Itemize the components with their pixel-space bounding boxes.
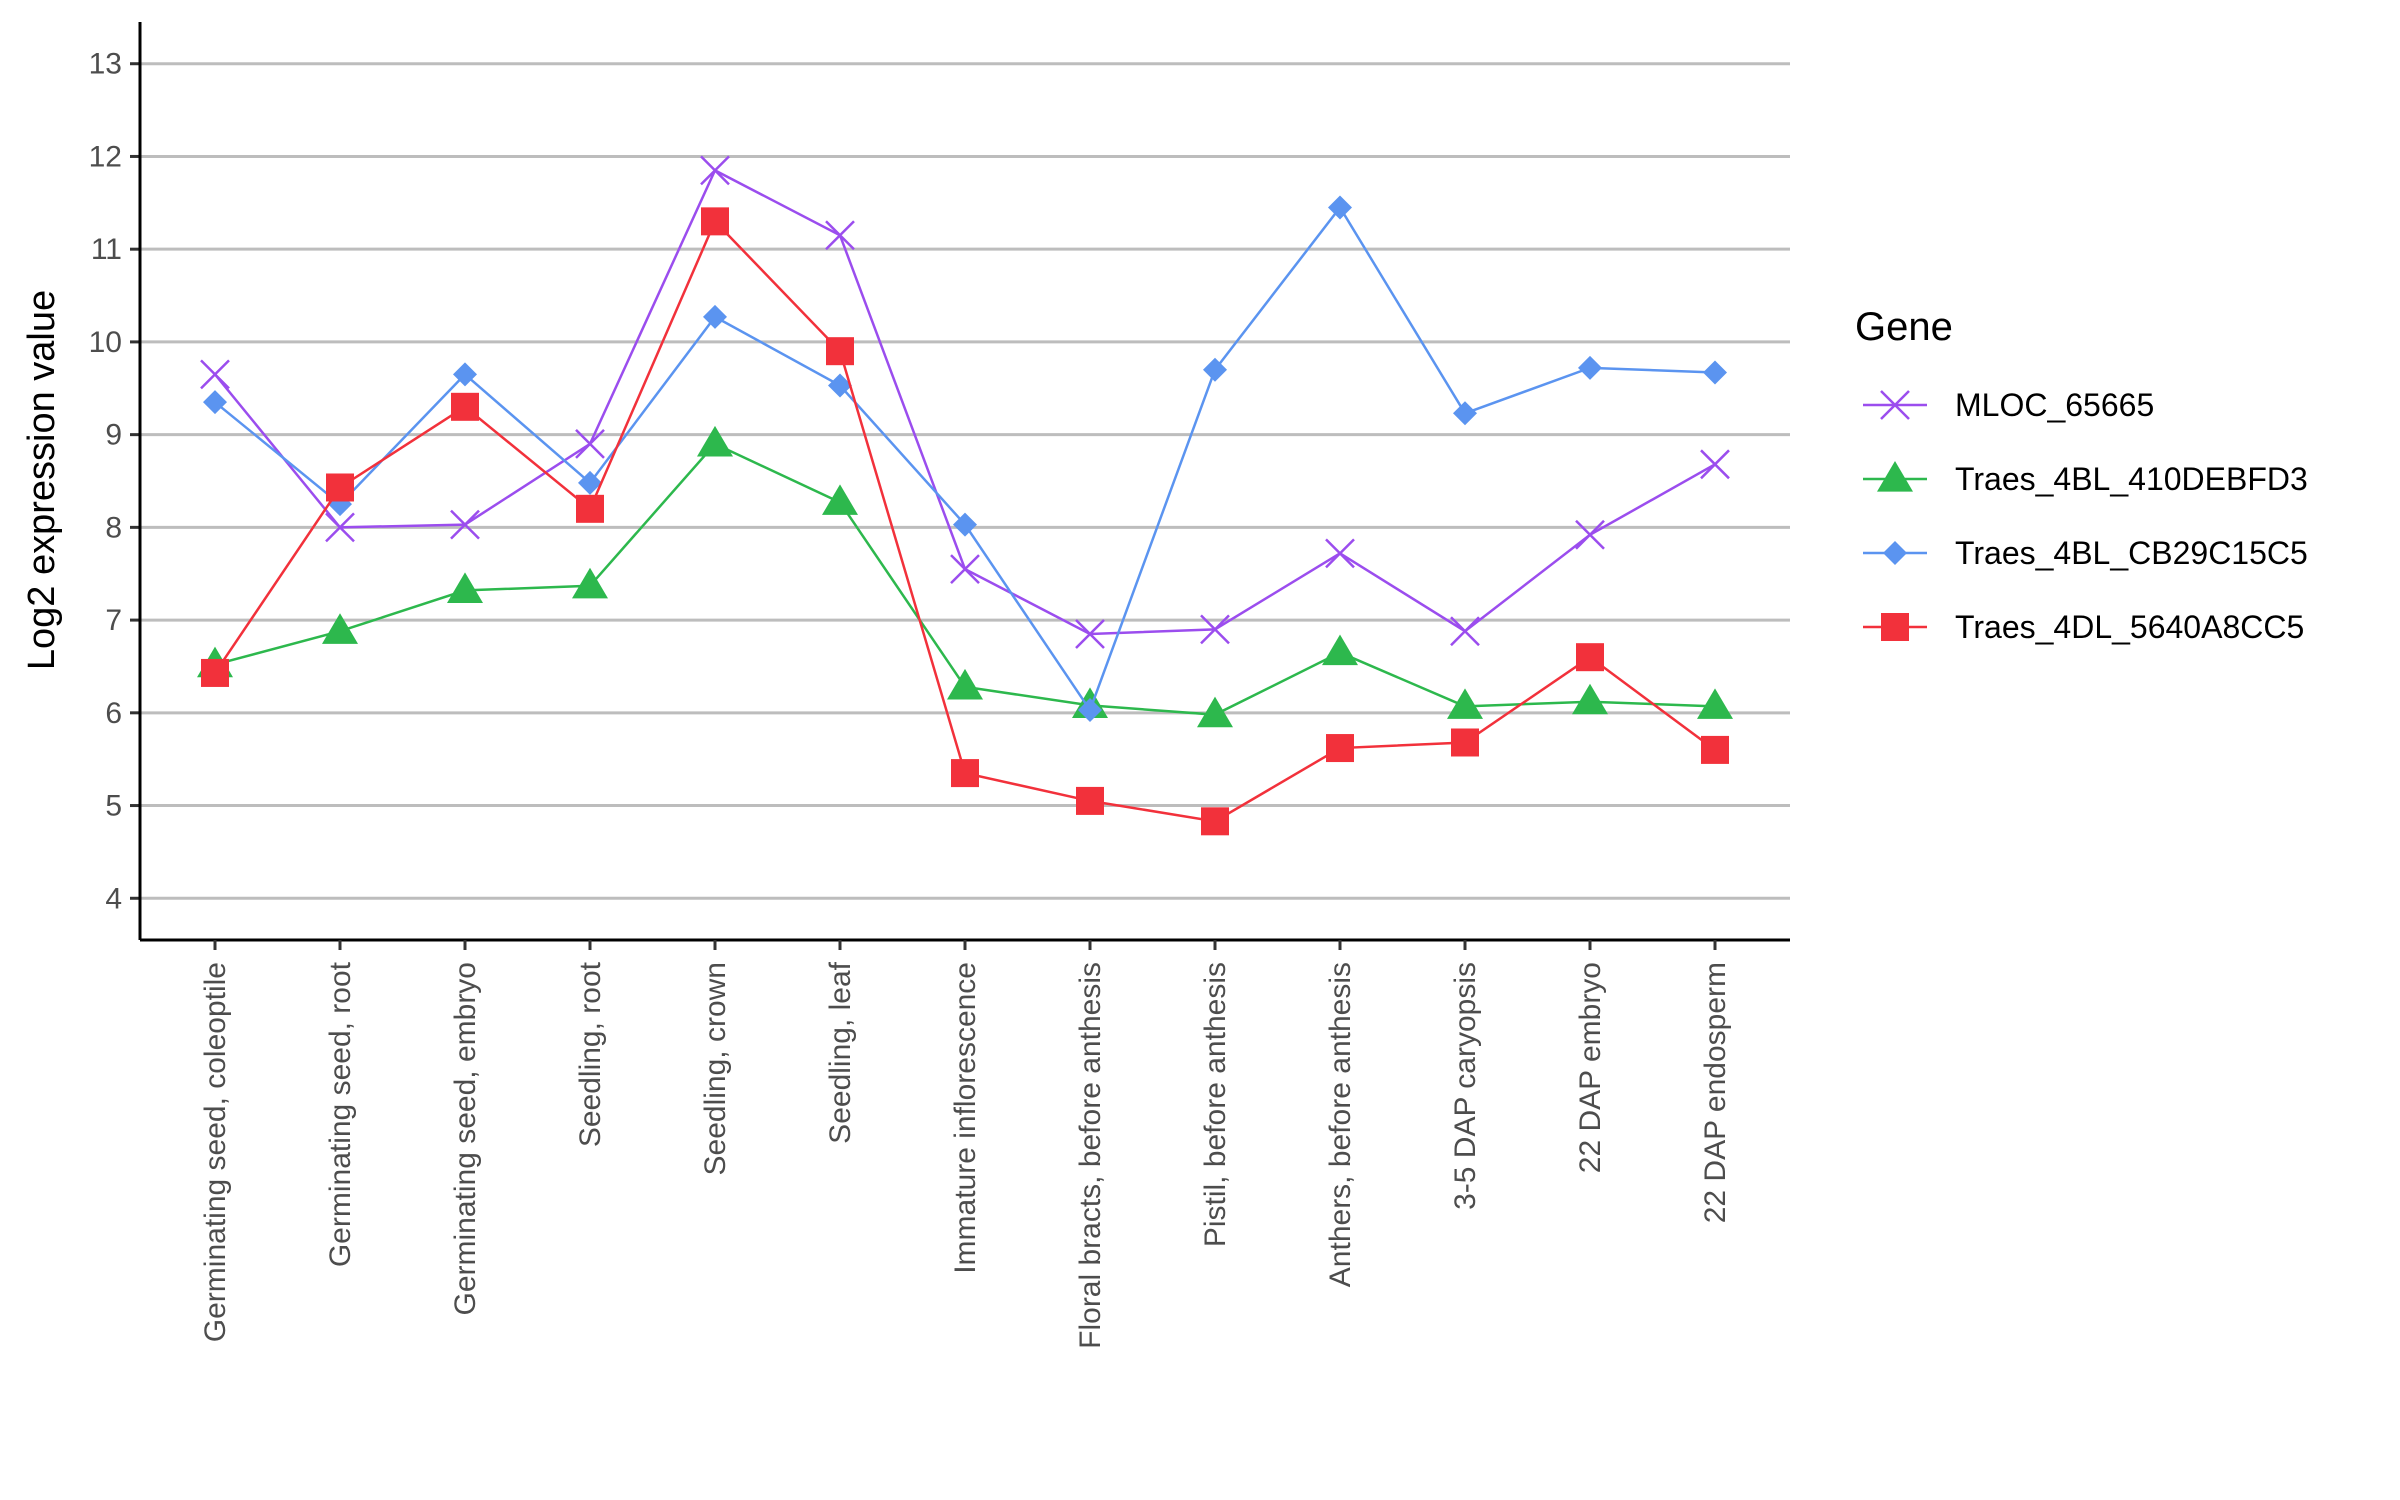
x-tick-label: 22 DAP endosperm <box>1699 962 1732 1223</box>
data-point <box>325 512 355 543</box>
data-point <box>1701 735 1729 764</box>
series-line <box>214 205 1716 713</box>
legend-item: MLOC_65665 <box>1863 387 2154 423</box>
legend: Gene MLOC_65665 Traes_4BL_410DEBFD3 Traes_… <box>1855 305 2308 645</box>
series-Traes_4DL_5640A8CC5 <box>201 207 1729 836</box>
y-tick-label: 4 <box>105 882 122 915</box>
legend-key-marker <box>1880 390 1910 420</box>
data-point <box>578 470 602 495</box>
x-tick-label: 3-5 DAP caryopsis <box>1449 962 1482 1210</box>
x-tick-label: Floral bracts, before anthesis <box>1074 962 1107 1349</box>
data-point <box>1203 357 1227 382</box>
data-point <box>572 567 608 599</box>
y-tick-label: 5 <box>105 790 122 823</box>
series-MLOC_65665 <box>200 155 1730 649</box>
data-point <box>451 392 479 421</box>
y-tick-label: 10 <box>89 326 122 359</box>
x-tick-label: Immature inflorescence <box>949 962 982 1274</box>
data-point <box>826 337 854 366</box>
data-point <box>828 373 852 398</box>
legend-label: Traes_4BL_410DEBFD3 <box>1955 461 2308 497</box>
x-tick-label: Germinating seed, embryo <box>449 962 482 1316</box>
data-point <box>200 359 230 390</box>
series-Traes_4BL_410DEBFD3 <box>197 425 1733 728</box>
data-point <box>447 572 483 604</box>
data-point <box>326 473 354 502</box>
data-point <box>1200 614 1230 645</box>
data-point <box>1075 619 1105 649</box>
legend-key-marker <box>1881 613 1909 641</box>
y-tick-label: 9 <box>105 419 122 452</box>
data-point <box>1575 519 1605 550</box>
legend-key-marker <box>1877 461 1913 492</box>
series-layer <box>197 155 1733 836</box>
data-point <box>1697 688 1733 719</box>
data-point <box>1325 538 1355 569</box>
y-axis-title: Log2 expression value <box>21 290 63 670</box>
y-tick-label: 7 <box>105 604 122 637</box>
x-tick-label: Germinating seed, root <box>324 961 357 1267</box>
legend-label: MLOC_65665 <box>1955 387 2154 423</box>
y-axis: 4 5 6 7 8 9 10 11 12 13 <box>89 22 142 940</box>
data-point <box>203 390 227 415</box>
y-tick-label: 13 <box>89 48 122 81</box>
y-tick-label: 8 <box>105 511 122 544</box>
data-point <box>322 613 358 644</box>
data-point <box>1322 634 1358 666</box>
data-point <box>822 484 858 515</box>
legend-item: Traes_4DL_5640A8CC5 <box>1863 609 2304 645</box>
data-point <box>1076 786 1104 815</box>
x-tick-label: Pistil, before anthesis <box>1199 962 1232 1247</box>
data-point <box>701 207 729 236</box>
legend-item: Traes_4BL_CB29C15C5 <box>1863 535 2308 571</box>
data-point <box>951 759 979 788</box>
data-point <box>825 220 855 251</box>
data-point <box>575 429 605 459</box>
data-point <box>953 512 977 537</box>
data-point <box>450 509 480 540</box>
y-tick-label: 12 <box>89 140 122 173</box>
data-point <box>1447 688 1483 719</box>
data-point <box>1197 696 1233 728</box>
data-point <box>576 494 604 523</box>
data-point <box>703 304 727 329</box>
legend-title: Gene <box>1855 305 1953 349</box>
data-point <box>1453 401 1477 426</box>
data-point <box>1078 698 1102 723</box>
series-line <box>214 168 1716 636</box>
data-point <box>201 658 229 687</box>
legend-key-marker <box>1883 541 1907 565</box>
y-tick-label: 6 <box>105 697 122 730</box>
data-point <box>1201 807 1229 836</box>
data-point <box>453 362 477 387</box>
data-point <box>1326 734 1354 763</box>
data-point <box>1703 360 1727 385</box>
data-point <box>1328 195 1352 220</box>
data-point <box>947 668 983 700</box>
data-point <box>700 155 730 186</box>
x-tick-label: Seedling, crown <box>699 962 732 1175</box>
series-Traes_4BL_CB29C15C5 <box>203 195 1727 723</box>
legend-label: Traes_4BL_CB29C15C5 <box>1955 535 2308 571</box>
data-point <box>1451 728 1479 757</box>
x-axis: Germinating seed, coleoptile Germinating … <box>140 938 1790 1349</box>
legend-item: Traes_4BL_410DEBFD3 <box>1863 461 2308 497</box>
data-point <box>1576 643 1604 672</box>
data-point <box>1578 355 1602 380</box>
data-point <box>1450 616 1480 647</box>
legend-label: Traes_4DL_5640A8CC5 <box>1955 609 2304 645</box>
x-tick-label: Seedling, root <box>574 961 607 1147</box>
x-tick-label: Anthers, before anthesis <box>1324 962 1357 1287</box>
data-point <box>1572 683 1608 715</box>
data-point <box>1700 449 1730 480</box>
data-point <box>950 554 980 584</box>
data-point <box>697 425 733 457</box>
x-tick-label: 22 DAP embryo <box>1574 962 1607 1173</box>
x-tick-label: Germinating seed, coleoptile <box>199 962 232 1342</box>
y-tick-label: 11 <box>91 233 122 266</box>
x-tick-label: Seedling, leaf <box>824 961 857 1143</box>
